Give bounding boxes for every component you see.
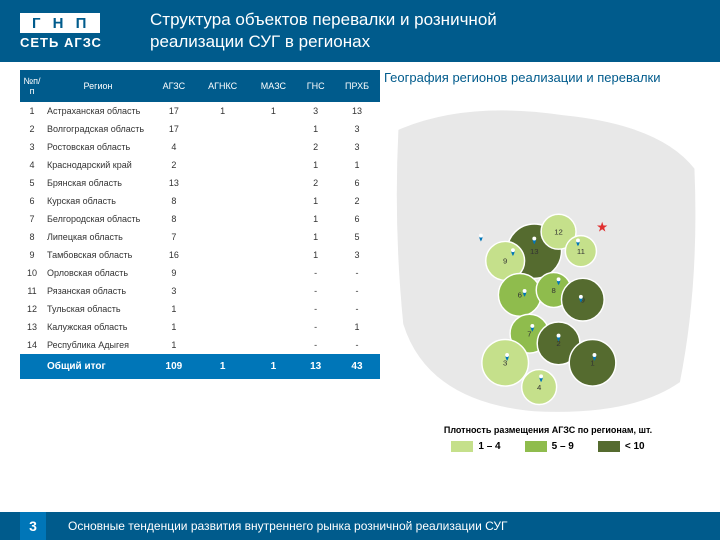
table-row: 9Тамбовская область1613 (20, 246, 380, 264)
legend-item: 1 – 4 (451, 441, 500, 452)
svg-text:11: 11 (577, 247, 585, 256)
page-title: Структура объектов перевалки и розничной… (150, 9, 497, 53)
svg-text:9: 9 (503, 257, 507, 266)
table-row: 1Астраханская область1711313 (20, 102, 380, 120)
svg-text:8: 8 (552, 286, 556, 295)
table-row: 2Волгоградская область1713 (20, 120, 380, 138)
table-row: 10Орловская область9-- (20, 264, 380, 282)
svg-text:★: ★ (596, 220, 608, 235)
map-panel: География регионов реализации и перевалк… (380, 62, 720, 512)
map-title: География регионов реализации и перевалк… (384, 70, 712, 85)
col-header: МАЗС (249, 70, 297, 102)
logo-bottom: СЕТЬ АГЗС (20, 35, 102, 50)
legend-item: 5 – 9 (525, 441, 574, 452)
table-row: 3Ростовская область423 (20, 138, 380, 156)
svg-text:7: 7 (527, 330, 531, 339)
footer: 3 Основные тенденции развития внутреннег… (0, 512, 720, 540)
col-header: Регион (44, 70, 152, 102)
legend-item: < 10 (598, 441, 645, 452)
table-row: 11Рязанская область3-- (20, 282, 380, 300)
table-row: 7Белгородская область816 (20, 210, 380, 228)
table-row: 5Брянская область1326 (20, 174, 380, 192)
page-number: 3 (20, 512, 46, 540)
table-row: 12Тульская область1-- (20, 300, 380, 318)
col-header: АГНКС (196, 70, 250, 102)
svg-text:13: 13 (530, 247, 539, 256)
col-header: АГЗС (152, 70, 196, 102)
legend-title: Плотность размещения АГЗС по регионам, ш… (384, 425, 712, 435)
table-row: 4Краснодарский край211 (20, 156, 380, 174)
header: Г Н П СЕТЬ АГЗС Структура объектов перев… (0, 0, 720, 62)
svg-text:4: 4 (537, 383, 542, 392)
table-row: 8Липецкая область715 (20, 228, 380, 246)
legend: 1 – 4 5 – 9 < 10 (384, 441, 712, 452)
col-header: ПРХБ (334, 70, 380, 102)
svg-text:6: 6 (518, 291, 522, 300)
col-header: №п/п (20, 70, 44, 102)
map: 139121168972341★ (384, 91, 704, 421)
svg-text:12: 12 (554, 228, 563, 237)
footer-text: Основные тенденции развития внутреннего … (68, 519, 508, 533)
data-table: №п/пРегионАГЗСАГНКСМАЗСГНСПРХБ 1Астрахан… (20, 70, 380, 379)
table-row: 6Курская область812 (20, 192, 380, 210)
table-panel: №п/пРегионАГЗСАГНКСМАЗСГНСПРХБ 1Астрахан… (0, 62, 380, 512)
col-header: ГНС (297, 70, 334, 102)
total-row: Общий итог109111343 (20, 354, 380, 379)
table-row: 14Республика Адыгея1-- (20, 336, 380, 354)
table-row: 13Калужская область1-1 (20, 318, 380, 336)
logo-top: Г Н П (20, 13, 100, 33)
